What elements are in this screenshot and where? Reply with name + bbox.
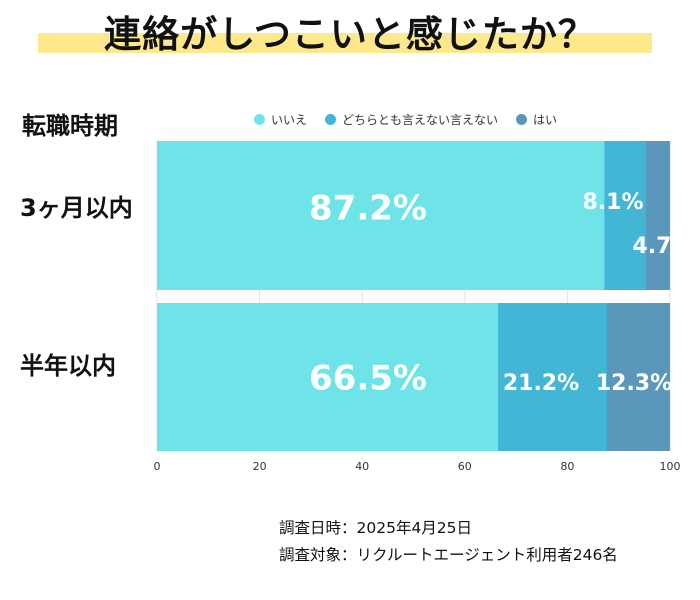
survey-date: 調査日時：2025年4月25日 bbox=[279, 519, 473, 537]
legend-title: 転職時期 bbox=[22, 112, 118, 140]
data-label-0-0: 87.2% bbox=[309, 189, 427, 229]
bar-segment-1-2 bbox=[606, 303, 670, 451]
title-highlight bbox=[38, 33, 652, 53]
legend-item-iie: いいえ bbox=[254, 111, 307, 128]
legend-item-neutral: どちらとも言えない言えない bbox=[325, 111, 498, 128]
legend-swatch-neutral bbox=[325, 114, 337, 125]
x-tick-label-0: 0 bbox=[154, 460, 161, 473]
x-tick-label-3: 60 bbox=[458, 460, 472, 473]
legend-label-hai: はい bbox=[533, 113, 558, 127]
x-tick-label-4: 80 bbox=[560, 460, 574, 473]
data-label-1-0: 66.5% bbox=[309, 359, 427, 399]
x-tick-label-5: 100 bbox=[660, 460, 681, 473]
legend: いいえ どちらとも言えない言えない はい bbox=[254, 111, 575, 128]
legend-item-hai: はい bbox=[516, 111, 557, 128]
data-label-1-1: 21.2% bbox=[503, 371, 579, 396]
bar-segment-1-0 bbox=[157, 303, 499, 451]
survey-target: 調査対象：リクルートエージェント利用者246名 bbox=[279, 546, 618, 564]
bar-segment-1-1 bbox=[498, 303, 608, 451]
survey-notes: 調査日時：2025年4月25日 調査対象：リクルートエージェント利用者246名 bbox=[279, 515, 618, 569]
x-tick-label-2: 40 bbox=[355, 460, 369, 473]
bar-segment-0-1 bbox=[604, 141, 647, 290]
legend-label-iie: いいえ bbox=[271, 113, 308, 127]
category-label-halfyear: 半年以内 bbox=[20, 352, 116, 380]
x-tick-label-1: 20 bbox=[253, 460, 267, 473]
chart-title: 連絡がしつこいと感じたか？ bbox=[104, 13, 596, 56]
data-label-0-2: 4.7 bbox=[633, 234, 672, 259]
data-label-0-1: 8.1% bbox=[582, 190, 643, 215]
legend-label-neutral: どちらとも言えない言えない bbox=[342, 113, 499, 127]
category-label-3months: 3ヶ月以内 bbox=[20, 194, 133, 222]
data-label-1-2: 12.3% bbox=[596, 371, 672, 396]
legend-swatch-hai bbox=[516, 114, 528, 125]
legend-swatch-iie bbox=[254, 114, 265, 125]
bar-segment-0-0 bbox=[157, 141, 605, 290]
bar-segment-0-2 bbox=[645, 141, 670, 290]
